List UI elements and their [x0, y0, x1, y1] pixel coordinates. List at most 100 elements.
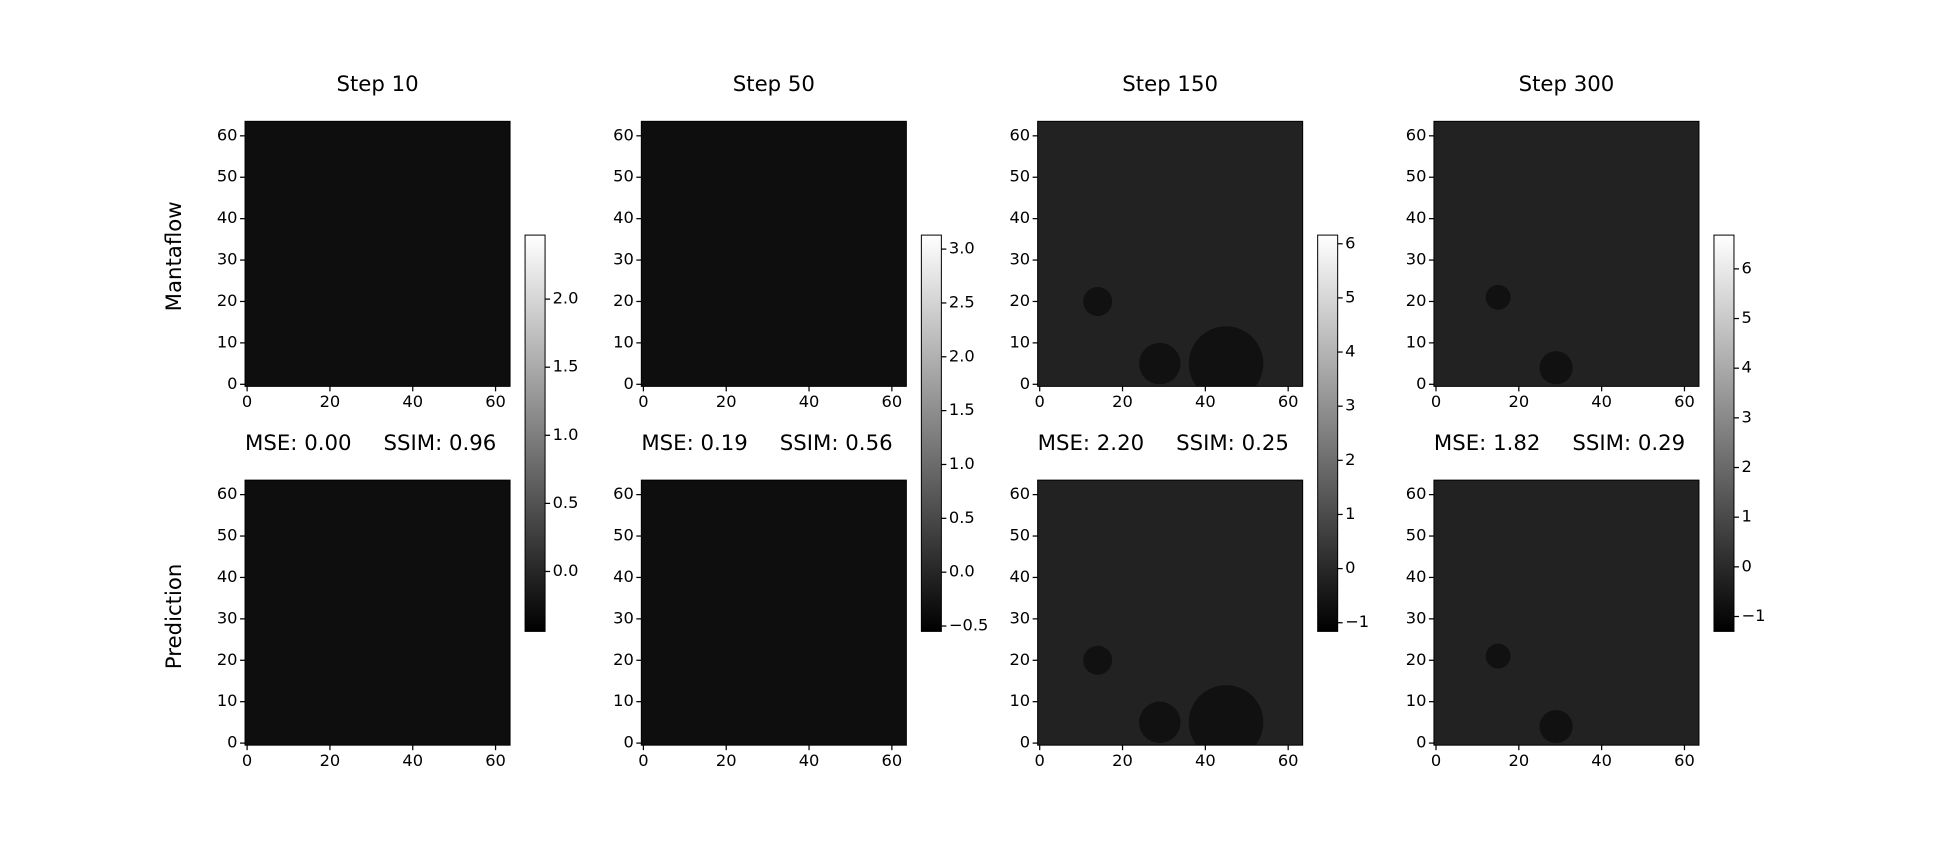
y-tick-label: 40 — [1406, 208, 1427, 227]
image-background — [245, 480, 511, 746]
y-tick-label: 20 — [1406, 291, 1427, 310]
x-tick-label: 20 — [716, 751, 737, 770]
y-tick-label: 0 — [1416, 733, 1426, 752]
image-background — [1037, 480, 1303, 746]
y-tick-label: 10 — [1406, 691, 1427, 710]
y-tick-label: 0 — [1416, 374, 1426, 393]
colorbar-tick-label: 0.5 — [949, 508, 975, 527]
image-background — [1433, 480, 1699, 746]
heatmap-image — [641, 121, 907, 387]
metric-ssim: SSIM: 0.25 — [1176, 431, 1289, 456]
colorbar-tick-label: 2 — [1741, 457, 1751, 476]
colorbar-tick-label: 4 — [1345, 342, 1355, 361]
y-tick-label: 30 — [613, 250, 634, 269]
y-tick-label: 20 — [1009, 291, 1030, 310]
x-tick-label: 60 — [1674, 392, 1695, 411]
x-tick-label: 20 — [1508, 392, 1529, 411]
colorbar-tick-label: 4 — [1741, 358, 1751, 377]
obstacle — [1139, 342, 1181, 385]
y-tick-label: 20 — [1009, 650, 1030, 669]
x-tick-label: 20 — [716, 392, 737, 411]
colorbar-tick-label: 1 — [1741, 507, 1751, 526]
y-tick-label: 10 — [217, 691, 238, 710]
colorbar — [1713, 234, 1735, 632]
heatmap-image — [641, 480, 907, 746]
obstacle — [1188, 326, 1264, 387]
y-tick-label: 30 — [1009, 608, 1030, 627]
y-tick-label: 10 — [1406, 332, 1427, 351]
colorbar-tick-label: 6 — [1345, 233, 1355, 252]
y-tick-label: 60 — [613, 484, 634, 503]
y-tick-label: 40 — [613, 567, 634, 586]
y-tick-label: 60 — [1406, 484, 1427, 503]
image-background — [245, 121, 511, 387]
colorbar-tick-label: 0.0 — [949, 562, 975, 581]
y-tick-label: 20 — [217, 650, 238, 669]
y-tick-label: 50 — [1406, 167, 1427, 186]
y-tick-label: 60 — [1009, 125, 1030, 144]
y-tick-label: 60 — [1009, 484, 1030, 503]
metric-ssim: SSIM: 0.56 — [780, 431, 893, 456]
metric-mse: MSE: 0.00 — [245, 431, 351, 456]
axes-frame — [1037, 479, 1304, 746]
y-tick-label: 10 — [613, 691, 634, 710]
image-background — [641, 121, 907, 387]
y-tick-label: 30 — [1406, 250, 1427, 269]
image-background — [1433, 121, 1699, 387]
colorbar-tick-label: 0 — [1345, 558, 1355, 577]
colorbar-tick-label: 2.5 — [949, 292, 975, 311]
y-tick-label: 40 — [1009, 567, 1030, 586]
x-tick-label: 60 — [882, 751, 903, 770]
obstacle — [1083, 286, 1113, 316]
y-tick-label: 60 — [1406, 125, 1427, 144]
metric-ssim: SSIM: 0.29 — [1572, 431, 1685, 456]
y-tick-label: 0 — [227, 733, 237, 752]
y-tick-label: 40 — [217, 208, 238, 227]
row-label: Mantaflow — [162, 201, 187, 311]
y-tick-label: 60 — [217, 484, 238, 503]
y-tick-label: 10 — [1009, 332, 1030, 351]
x-tick-label: 20 — [1112, 392, 1133, 411]
colorbar-tick-label: 3 — [1345, 396, 1355, 415]
row-label: Prediction — [162, 564, 187, 670]
y-tick-label: 30 — [1406, 608, 1427, 627]
x-tick-label: 20 — [1112, 751, 1133, 770]
image-background — [1037, 121, 1303, 387]
y-tick-label: 50 — [217, 167, 238, 186]
colorbar-tick-label: 2.0 — [949, 346, 975, 365]
y-tick-label: 50 — [613, 167, 634, 186]
x-tick-label: 20 — [320, 392, 341, 411]
axes-frame — [1433, 120, 1700, 387]
y-tick-label: 0 — [623, 374, 633, 393]
heatmap-image — [245, 480, 511, 746]
x-tick-label: 0 — [242, 392, 252, 411]
y-tick-label: 60 — [613, 125, 634, 144]
y-tick-label: 10 — [1009, 691, 1030, 710]
heatmap-image — [1037, 121, 1303, 387]
colorbar-tick-label: 6 — [1741, 258, 1751, 277]
y-tick-label: 50 — [1009, 167, 1030, 186]
heatmap-image — [245, 121, 511, 387]
colorbar — [920, 234, 942, 632]
x-tick-label: 0 — [1431, 392, 1441, 411]
axes-frame — [1037, 120, 1304, 387]
panel-title: Step 10 — [336, 72, 418, 97]
x-tick-label: 0 — [1035, 751, 1045, 770]
y-tick-label: 40 — [1406, 567, 1427, 586]
y-tick-label: 20 — [1406, 650, 1427, 669]
metric-mse: MSE: 2.20 — [1038, 431, 1144, 456]
colorbar-tick-label: 1 — [1345, 504, 1355, 523]
panel-title: Step 50 — [733, 72, 815, 97]
colorbar-tick-label: 1.0 — [949, 454, 975, 473]
x-tick-label: 60 — [882, 392, 903, 411]
x-tick-label: 40 — [1591, 392, 1612, 411]
colorbar-tick-label: 1.0 — [553, 425, 579, 444]
y-tick-label: 20 — [613, 291, 634, 310]
x-tick-label: 20 — [1508, 751, 1529, 770]
axes-frame — [640, 120, 907, 387]
x-tick-label: 40 — [402, 392, 423, 411]
metric-ssim: SSIM: 0.96 — [384, 431, 497, 456]
obstacle — [1083, 645, 1113, 675]
colorbar-tick-label: 2 — [1345, 450, 1355, 469]
